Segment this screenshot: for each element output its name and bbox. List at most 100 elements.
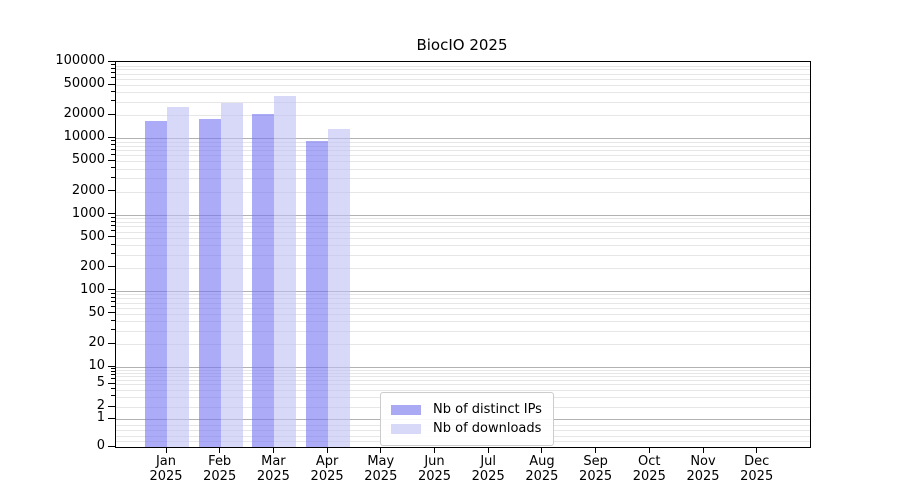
- gridline: [116, 330, 810, 332]
- x-tick-mark: [219, 447, 221, 453]
- legend-label: Nb of distinct IPs: [433, 402, 542, 417]
- y-tick-mark: [111, 77, 115, 79]
- gridline: [116, 372, 810, 374]
- legend-swatch-icon: [391, 423, 421, 434]
- y-tick-mark: [108, 213, 115, 215]
- x-tick-mark: [434, 447, 435, 453]
- y-tick-label: 100: [80, 281, 105, 297]
- y-tick-label: 1: [96, 410, 105, 425]
- y-tick-label: 5: [96, 375, 105, 390]
- y-tick-label: 20: [88, 335, 105, 351]
- y-tick-mark: [108, 289, 115, 291]
- gridline: [116, 375, 810, 377]
- gridline: [116, 379, 810, 381]
- x-tick-label: May 2025: [364, 454, 398, 484]
- y-tick-label: 1000: [71, 205, 105, 221]
- y-tick-mark: [108, 405, 115, 407]
- y-tick-mark: [108, 365, 115, 367]
- x-tick-mark: [595, 447, 597, 453]
- y-tick-mark: [111, 253, 115, 254]
- x-tick-mark: [380, 447, 382, 453]
- legend-item: Nb of distinct IPs: [391, 400, 542, 419]
- gridline: [116, 65, 810, 67]
- gridline: [116, 369, 810, 371]
- y-tick-mark: [111, 243, 115, 245]
- gridline: [116, 298, 810, 300]
- x-tick-label: Dec 2025: [740, 454, 774, 484]
- y-tick-label: 20000: [63, 106, 105, 122]
- y-tick-label: 500: [80, 228, 105, 244]
- y-tick-mark: [111, 329, 115, 331]
- y-tick-mark: [111, 90, 115, 92]
- y-tick-mark: [111, 67, 115, 69]
- y-tick-mark: [111, 292, 115, 294]
- y-tick-mark: [111, 140, 115, 142]
- y-tick-mark: [111, 216, 115, 218]
- x-tick-mark: [326, 447, 328, 453]
- gridline: [116, 73, 810, 75]
- x-tick-mark: [648, 447, 650, 453]
- gridline: [116, 313, 810, 315]
- y-tick-mark: [108, 417, 115, 419]
- bar-downloads-feb: [220, 102, 243, 447]
- gridline: [116, 254, 810, 256]
- gridline: [116, 367, 810, 369]
- y-tick-mark: [108, 266, 115, 268]
- x-tick-label: Apr 2025: [310, 454, 344, 484]
- y-tick-mark: [108, 190, 115, 192]
- y-tick-mark: [111, 306, 115, 308]
- y-tick-mark: [108, 83, 115, 85]
- y-tick-mark: [111, 395, 115, 397]
- y-tick-label: 2: [96, 398, 105, 413]
- gridline: [116, 218, 810, 220]
- gridline: [116, 115, 810, 117]
- gridline: [116, 344, 810, 346]
- gridline: [116, 145, 810, 147]
- x-tick-mark: [702, 447, 704, 453]
- gridline: [116, 78, 810, 80]
- y-tick-mark: [108, 136, 115, 138]
- bar-downloads-mar: [274, 96, 297, 447]
- plot-area: Nb of distinct IPs Nb of downloads: [115, 61, 811, 448]
- y-tick-mark: [111, 378, 115, 380]
- gridline: [116, 321, 810, 323]
- y-tick-mark: [111, 220, 115, 222]
- y-tick-label: 5000: [71, 152, 105, 168]
- x-tick-label: Aug 2025: [525, 454, 559, 484]
- y-tick-mark: [111, 368, 115, 370]
- x-tick-label: Sep 2025: [579, 454, 613, 484]
- y-tick-label: 2000: [71, 182, 105, 198]
- x-tick-label: Mar 2025: [256, 454, 290, 484]
- bar-downloads-apr: [328, 128, 351, 447]
- bar-downloads-jan: [167, 106, 189, 447]
- y-tick-mark: [111, 301, 115, 303]
- y-tick-label: 10000: [63, 129, 105, 145]
- x-tick-label: Oct 2025: [632, 454, 666, 484]
- gridline: [116, 302, 810, 304]
- y-tick-mark: [111, 371, 115, 373]
- gridline: [116, 290, 810, 292]
- y-tick-mark: [111, 64, 115, 65]
- gridline: [116, 178, 810, 180]
- y-tick-mark: [111, 388, 115, 390]
- gridline: [116, 245, 810, 246]
- x-tick-mark: [272, 447, 274, 453]
- x-tick-label: Jun 2025: [417, 454, 452, 484]
- y-tick-mark: [108, 342, 115, 344]
- y-tick-mark: [108, 445, 115, 447]
- gridline: [116, 222, 810, 223]
- gridline: [116, 161, 810, 163]
- gridline: [116, 384, 810, 385]
- gridline: [116, 101, 810, 103]
- legend-label: Nb of downloads: [433, 421, 542, 436]
- x-tick-label: Jan 2025: [149, 454, 183, 484]
- y-tick-mark: [108, 60, 115, 62]
- y-tick-mark: [111, 144, 115, 146]
- y-tick-mark: [108, 236, 115, 238]
- gridline: [116, 226, 810, 228]
- y-tick-mark: [108, 382, 115, 384]
- legend-swatch-icon: [391, 404, 421, 415]
- y-tick-mark: [111, 176, 115, 178]
- bar-ips-apr: [306, 141, 329, 447]
